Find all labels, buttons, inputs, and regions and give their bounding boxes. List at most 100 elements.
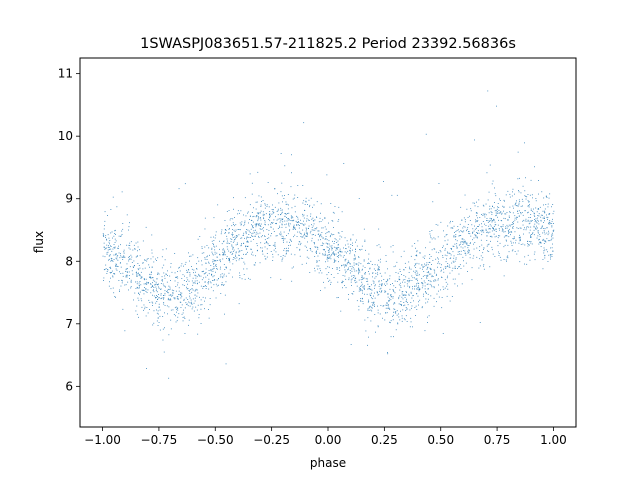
data-point (507, 219, 509, 221)
data-point (128, 260, 130, 262)
data-point (544, 211, 546, 213)
data-point (417, 272, 419, 274)
data-point (387, 305, 389, 307)
data-point (415, 305, 417, 307)
data-point (253, 235, 255, 237)
data-point (232, 246, 234, 248)
data-point (153, 289, 154, 291)
data-point (529, 244, 530, 246)
data-point (200, 275, 202, 277)
data-point (359, 249, 361, 251)
data-point (197, 292, 199, 294)
data-point (403, 305, 405, 307)
data-point (446, 285, 448, 287)
data-point (153, 287, 155, 288)
data-point (214, 251, 216, 253)
data-point (196, 280, 198, 282)
data-point (246, 237, 248, 238)
data-point (244, 223, 246, 225)
data-point (544, 220, 545, 222)
data-point (452, 221, 454, 222)
data-point (505, 259, 507, 261)
data-point (311, 251, 313, 253)
data-point (376, 245, 378, 247)
data-point (329, 254, 330, 256)
data-point (413, 270, 415, 272)
data-point (379, 261, 381, 263)
data-point (503, 217, 505, 219)
data-point (552, 234, 554, 236)
data-point (474, 242, 476, 243)
data-point (529, 259, 531, 261)
data-point (340, 250, 342, 252)
data-point (503, 275, 505, 277)
data-point (440, 270, 442, 272)
data-point (550, 258, 551, 260)
data-point (250, 240, 252, 242)
data-point (144, 306, 146, 308)
data-point (305, 230, 307, 232)
data-point (175, 276, 176, 278)
data-point (405, 267, 407, 268)
data-point (267, 182, 269, 183)
data-point (445, 261, 447, 263)
data-point (335, 253, 337, 255)
data-point (284, 238, 286, 240)
data-point (175, 290, 177, 292)
data-point (541, 226, 543, 228)
data-point (241, 223, 242, 225)
data-point (291, 280, 293, 282)
data-point (416, 251, 418, 253)
data-point (329, 248, 330, 250)
data-point (363, 260, 365, 262)
data-point (547, 218, 548, 220)
data-point (486, 240, 488, 241)
data-point (155, 283, 157, 285)
data-point (429, 241, 431, 243)
data-point (367, 308, 369, 310)
data-point (137, 268, 139, 270)
data-point (405, 294, 407, 296)
data-point (191, 308, 193, 310)
data-point (542, 232, 544, 234)
data-point (223, 275, 225, 277)
data-point (479, 265, 481, 267)
data-point (148, 282, 149, 284)
data-point (296, 236, 298, 237)
data-point (117, 266, 119, 267)
data-point (221, 243, 223, 245)
data-point (347, 243, 349, 245)
data-point (176, 311, 177, 313)
data-point (160, 294, 162, 296)
data-point (285, 213, 287, 215)
data-point (543, 252, 545, 254)
data-point (297, 197, 299, 198)
data-point (211, 274, 213, 276)
data-point (187, 288, 189, 289)
data-point (223, 241, 224, 243)
data-point (109, 272, 111, 273)
data-point (330, 203, 332, 204)
data-point (317, 255, 319, 257)
data-point (416, 262, 418, 264)
data-point (211, 247, 213, 249)
data-point (510, 231, 512, 233)
data-point (455, 236, 457, 238)
data-point (146, 368, 147, 369)
data-point (403, 285, 405, 287)
data-point (235, 224, 237, 226)
data-point (291, 216, 293, 217)
data-point (285, 213, 286, 215)
data-point (543, 247, 545, 249)
data-point (394, 280, 396, 282)
data-point (271, 222, 272, 223)
data-point (448, 264, 450, 266)
data-point (447, 283, 449, 285)
data-point (475, 221, 477, 223)
data-point (141, 300, 143, 302)
data-point (500, 226, 502, 228)
data-point (497, 237, 499, 239)
data-point (235, 237, 237, 238)
data-point (494, 202, 495, 203)
